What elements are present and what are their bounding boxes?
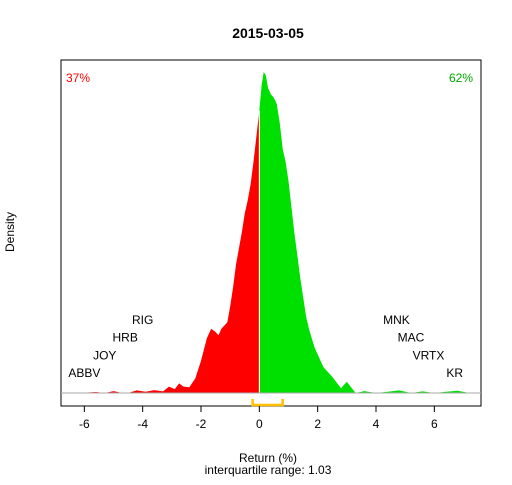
- x-tick-label: 2: [314, 417, 321, 431]
- iqr-bracket: [251, 399, 284, 407]
- ticker-annotation: MAC: [398, 331, 425, 345]
- ticker-annotation: VRTX: [413, 348, 445, 362]
- ticker-annotation: ABBV: [68, 366, 100, 380]
- x-tick-label: -6: [79, 417, 90, 431]
- positive-density-area: [259, 72, 470, 393]
- x-tick-label: 6: [431, 417, 438, 431]
- positive-share-label: 62%: [449, 71, 473, 85]
- x-tick-label: 4: [373, 417, 380, 431]
- ticker-annotation: HRB: [112, 331, 137, 345]
- x-tick-label: -2: [196, 417, 207, 431]
- ticker-annotation: MNK: [383, 313, 410, 327]
- x-tick-label: 0: [256, 417, 263, 431]
- negative-share-label: 37%: [66, 71, 90, 85]
- ticker-annotation: RIG: [132, 313, 153, 327]
- ticker-annotation: KR: [446, 366, 463, 380]
- chart-title: 2015-03-05: [232, 25, 304, 41]
- ticker-annotation: JOY: [93, 348, 116, 362]
- x-axis-label: Return (%): [239, 451, 297, 465]
- y-axis-label: Density: [3, 212, 17, 252]
- iqr-subtitle: interquartile range: 1.03: [205, 463, 332, 477]
- x-tick-label: -4: [137, 417, 148, 431]
- negative-density-area: [78, 110, 260, 393]
